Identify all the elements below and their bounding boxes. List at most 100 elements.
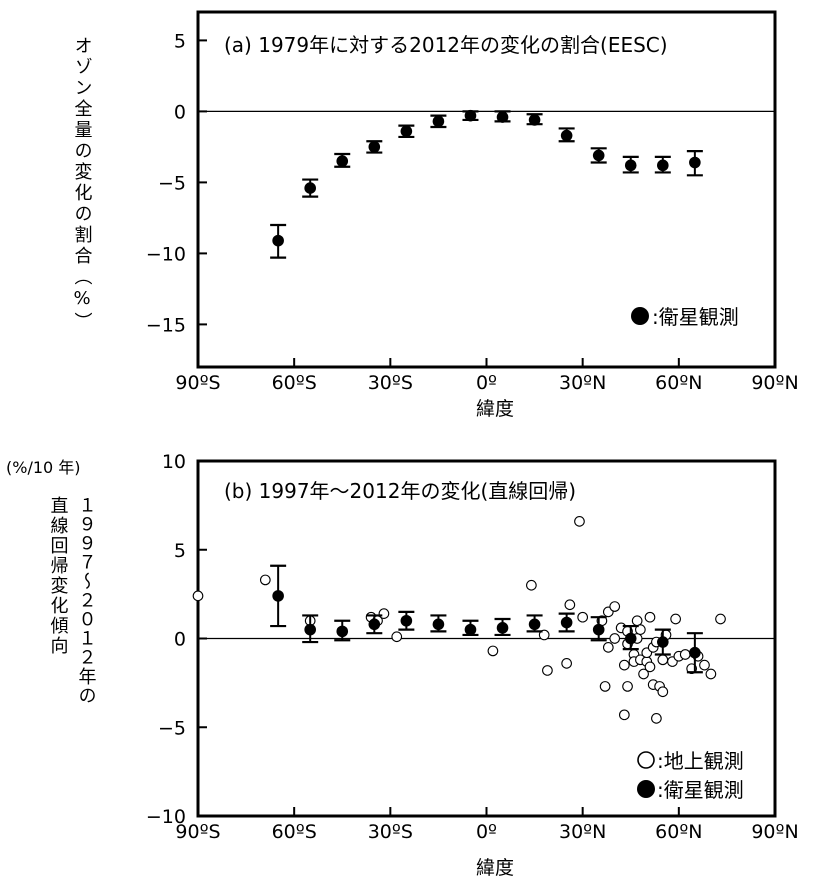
x-tick-label-a: 90ºS	[175, 372, 220, 394]
data-point-ground	[638, 668, 649, 680]
data-point-ground	[609, 601, 621, 612]
data-point-satellite	[272, 234, 284, 247]
data-point-ground	[564, 599, 576, 611]
data-point-ground	[644, 611, 656, 623]
data-point-satellite	[592, 149, 605, 162]
data-point-ground	[705, 668, 717, 680]
y-tick-label-a: 5	[174, 30, 186, 52]
x-tick-label-b: 30ºS	[368, 821, 413, 843]
data-point-ground	[631, 615, 643, 627]
data-point-ground	[651, 713, 662, 724]
x-axis-title-b: 緯度	[476, 857, 514, 879]
x-axis-title-a: 緯度	[476, 398, 514, 420]
data-point-ground	[715, 613, 726, 625]
y-tick-label-b: −5	[158, 717, 186, 739]
chart-title-b: (b) 1997年〜2012年の変化(直線回帰)	[224, 479, 576, 503]
data-point-ground	[577, 611, 589, 623]
y-tick-label-a: −5	[158, 172, 186, 194]
data-point-ground	[609, 633, 621, 644]
data-point-ground	[542, 665, 553, 676]
x-tick-label-b: 30ºN	[559, 821, 606, 843]
legend-a: :衛星観測	[631, 305, 739, 329]
data-point-satellite	[528, 114, 541, 126]
data-point-satellite	[432, 618, 445, 631]
data-point-ground	[635, 624, 646, 635]
y-axis-title-b-col2: １９９７〜２０１２年の	[76, 496, 97, 705]
x-tick-label-b: 90ºN	[751, 821, 798, 843]
data-point-satellite	[560, 616, 573, 629]
legend-marker-satellite-a	[631, 307, 649, 325]
data-point-satellite	[496, 111, 509, 123]
data-point-ground	[192, 590, 204, 602]
data-point-ground	[670, 613, 681, 625]
data-point-ground	[391, 631, 403, 643]
data-point-ground	[657, 654, 669, 666]
data-point-satellite	[400, 125, 413, 138]
y-axis-title-b-col1: 直線回帰変化傾向	[48, 496, 69, 656]
data-point-ground	[699, 659, 710, 671]
chart-title-a: (a) 1979年に対する2012年の変化の割合(EESC)	[224, 33, 668, 57]
data-point-satellite	[304, 623, 316, 636]
data-point-satellite	[336, 625, 349, 638]
y-axis-title-a: オゾン全量の変化の割合（%）	[72, 36, 93, 333]
x-tick-label-a: 30ºN	[559, 372, 606, 394]
data-point-ground	[644, 661, 656, 673]
data-point-satellite	[464, 109, 477, 122]
x-tick-label-b: 90ºS	[175, 821, 220, 843]
data-point-ground	[526, 579, 537, 591]
data-point-satellite	[304, 182, 316, 194]
data-point-satellite	[657, 159, 669, 172]
unit-label-b: (%/10 年)	[6, 458, 81, 477]
data-point-ground	[622, 681, 633, 692]
y-tick-label-a: −10	[146, 243, 186, 265]
data-point-satellite	[657, 636, 669, 648]
data-point-ground	[618, 709, 630, 721]
data-point-ground	[561, 657, 572, 669]
y-tick-label-b: 0	[174, 629, 186, 651]
y-tick-label-b: −10	[146, 806, 186, 828]
legend-label-satellite-a: :衛星観測	[652, 305, 739, 329]
data-point-satellite	[432, 115, 445, 128]
legend-label-ground-b: :地上観測	[657, 749, 744, 773]
data-point-satellite	[400, 614, 413, 627]
panel-a: (a) 1979年に対する2012年の変化の割合(EESC) オゾン全量の変化の…	[72, 10, 799, 420]
data-point-satellite	[368, 618, 381, 631]
x-tick-label-a: 60ºS	[272, 372, 317, 394]
legend-label-satellite-b: :衛星観測	[657, 778, 744, 802]
data-point-ground	[259, 574, 271, 586]
data-point-satellite	[464, 623, 477, 636]
y-tick-label-b: 10	[162, 451, 186, 473]
data-point-satellite	[624, 632, 637, 645]
data-point-satellite	[624, 159, 637, 172]
y-tick-label-a: 0	[174, 101, 186, 123]
data-point-satellite	[368, 141, 381, 153]
data-point-ground	[599, 681, 611, 692]
x-tick-label-b: 0º	[476, 821, 497, 843]
x-tick-label-a: 30ºS	[368, 372, 413, 394]
data-point-ground	[602, 642, 614, 653]
data-point-satellite	[336, 155, 349, 167]
data-point-satellite	[560, 129, 573, 142]
x-tick-label-a: 60ºN	[655, 372, 702, 394]
y-tick-label-a: −15	[146, 314, 186, 336]
data-point-ground	[574, 515, 585, 527]
x-tick-label-a: 90ºN	[751, 372, 798, 394]
data-point-ground	[618, 659, 630, 671]
data-point-satellite	[272, 590, 284, 602]
y-tick-label-b: 5	[174, 540, 186, 562]
x-tick-label-a: 0º	[476, 372, 497, 394]
x-tick-label-b: 60ºN	[655, 821, 702, 843]
legend-marker-ground-b	[637, 751, 655, 769]
data-point-satellite	[528, 618, 541, 631]
data-point-satellite	[689, 646, 701, 659]
panel-b: (b) 1997年〜2012年の変化(直線回帰) (%/10 年) 直線回帰変化…	[6, 451, 799, 879]
legend-marker-satellite-b	[637, 780, 655, 798]
data-point-ground	[378, 608, 390, 620]
data-point-satellite	[689, 156, 701, 169]
x-tick-label-b: 60ºS	[272, 821, 317, 843]
data-point-satellite	[592, 623, 605, 636]
legend-b: :地上観測 :衛星観測	[637, 749, 744, 802]
data-point-ground	[679, 649, 691, 660]
data-point-satellite	[496, 622, 509, 634]
